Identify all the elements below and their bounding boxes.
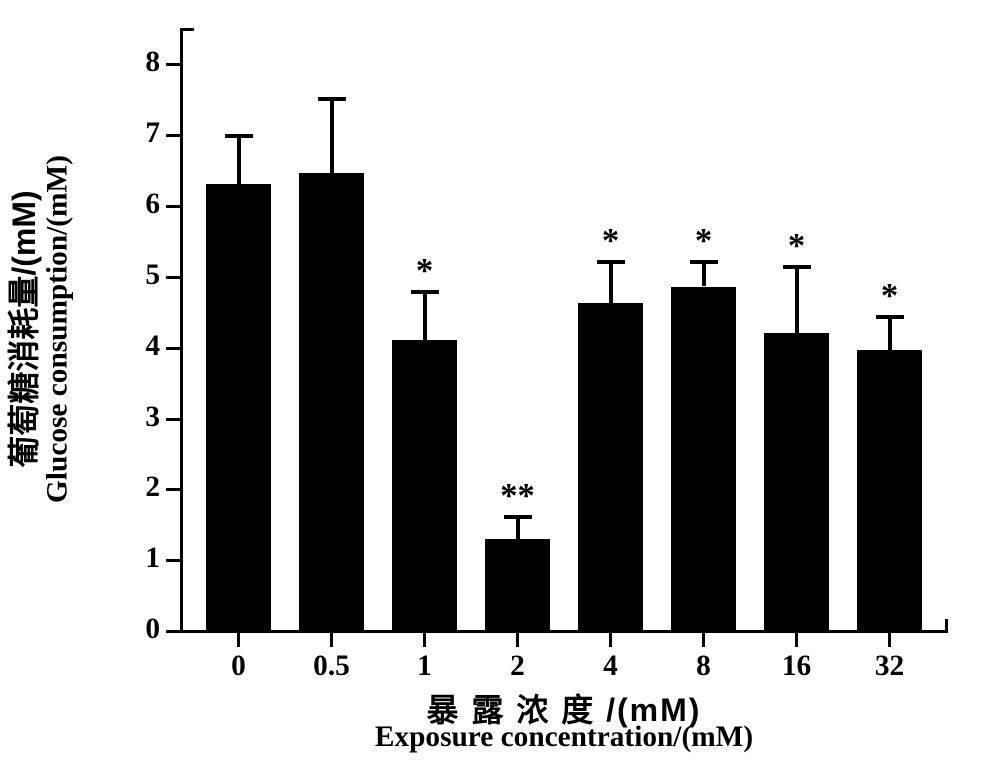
y-tick bbox=[166, 276, 180, 279]
y-axis-label-en: Glucose consumption/(mM) bbox=[42, 49, 75, 609]
x-tick bbox=[888, 633, 891, 647]
y-tick bbox=[166, 559, 180, 562]
x-tick bbox=[237, 633, 240, 647]
error-whisker bbox=[423, 290, 427, 340]
x-tick-label: 0 bbox=[199, 650, 279, 683]
significance-marker: ** bbox=[478, 477, 558, 516]
x-tick bbox=[516, 633, 519, 647]
x-tick-label: 16 bbox=[757, 650, 837, 683]
y-tick bbox=[166, 418, 180, 421]
bar bbox=[857, 350, 922, 630]
significance-marker: * bbox=[385, 252, 465, 291]
y-axis-line bbox=[180, 28, 183, 633]
bar bbox=[671, 287, 736, 630]
significance-marker: * bbox=[757, 227, 837, 266]
y-tick bbox=[166, 347, 180, 350]
x-tick-label: 1 bbox=[385, 650, 465, 683]
y-tick-label: 6 bbox=[120, 188, 160, 221]
y-tick-label: 4 bbox=[120, 330, 160, 363]
x-tick bbox=[609, 633, 612, 647]
significance-marker: * bbox=[664, 222, 744, 261]
y-tick bbox=[166, 205, 180, 208]
bar bbox=[206, 184, 271, 630]
significance-marker: * bbox=[571, 222, 651, 261]
frame-right-stub bbox=[945, 619, 948, 633]
x-tick-label: 0.5 bbox=[292, 650, 372, 683]
bar bbox=[392, 340, 457, 630]
y-tick-label: 7 bbox=[120, 117, 160, 150]
y-tick bbox=[166, 134, 180, 137]
y-tick bbox=[166, 488, 180, 491]
error-whisker bbox=[702, 260, 706, 287]
y-tick-label: 3 bbox=[120, 401, 160, 434]
x-tick bbox=[795, 633, 798, 647]
y-tick-label: 8 bbox=[120, 46, 160, 79]
y-tick-label: 1 bbox=[120, 542, 160, 575]
bar bbox=[485, 539, 550, 630]
x-tick bbox=[423, 633, 426, 647]
error-cap bbox=[318, 97, 346, 101]
error-whisker bbox=[330, 97, 334, 173]
significance-marker: * bbox=[850, 277, 930, 316]
y-tick bbox=[166, 63, 180, 66]
bar bbox=[299, 173, 364, 630]
error-whisker bbox=[888, 315, 892, 350]
error-whisker bbox=[609, 260, 613, 302]
x-tick-label: 8 bbox=[664, 650, 744, 683]
x-tick-label: 2 bbox=[478, 650, 558, 683]
x-tick-label: 32 bbox=[850, 650, 930, 683]
x-tick bbox=[702, 633, 705, 647]
error-cap bbox=[225, 134, 253, 138]
error-whisker bbox=[237, 134, 241, 184]
y-tick-label: 2 bbox=[120, 471, 160, 504]
x-axis-line bbox=[180, 630, 948, 633]
frame-top-stub bbox=[180, 28, 194, 31]
x-tick bbox=[330, 633, 333, 647]
x-axis-label-en: Exposure concentration/(mM) bbox=[180, 721, 948, 754]
y-tick bbox=[166, 630, 180, 633]
y-tick-label: 5 bbox=[120, 259, 160, 292]
bar bbox=[764, 333, 829, 630]
x-tick-label: 4 bbox=[571, 650, 651, 683]
bar bbox=[578, 303, 643, 630]
y-axis-label-cn: 葡萄糖消耗量/(mM) bbox=[0, 49, 45, 609]
error-whisker bbox=[795, 265, 799, 332]
y-tick-label: 0 bbox=[120, 613, 160, 646]
